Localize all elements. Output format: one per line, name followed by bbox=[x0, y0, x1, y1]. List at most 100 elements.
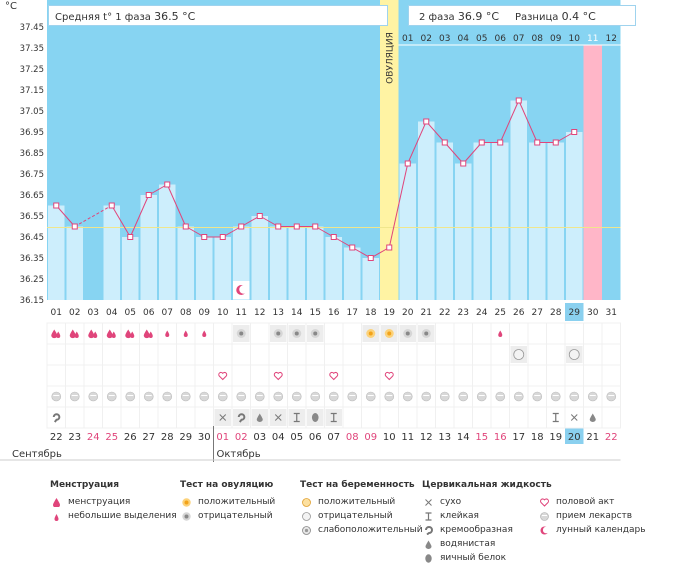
grid-cell bbox=[213, 343, 233, 366]
grid-cell bbox=[601, 322, 621, 345]
egg-white-icon bbox=[425, 554, 432, 563]
legend-pregnancy-test: Тест на беременность положительный отриц… bbox=[300, 480, 423, 537]
pregnancy-negative-icon bbox=[568, 349, 580, 360]
pill-icon bbox=[606, 391, 617, 402]
cycle-day-label: 15 bbox=[310, 308, 321, 318]
pill-icon bbox=[254, 391, 265, 402]
pill-icon bbox=[513, 391, 524, 402]
pill-icon bbox=[273, 391, 284, 402]
dry-icon bbox=[274, 414, 282, 421]
grid-cell bbox=[509, 406, 529, 429]
legend-label: отрицательный bbox=[318, 511, 393, 521]
legend-ovulation-test: Тест на овуляцию положительный отрицател… bbox=[180, 480, 275, 523]
grid-cell bbox=[398, 343, 418, 366]
y-tick-label: 36.65 bbox=[20, 191, 44, 201]
pill-icon bbox=[199, 391, 210, 402]
temperature-point bbox=[478, 139, 485, 146]
legend-other: половой акт прием лекарств лунный календ… bbox=[538, 495, 646, 537]
temperature-point bbox=[571, 129, 578, 135]
phase2-day-label: 08 bbox=[532, 34, 544, 44]
menstruation-drop-icon bbox=[93, 331, 98, 338]
legend-item-sticky: клейкая bbox=[422, 509, 552, 523]
temperature-line bbox=[499, 100, 520, 143]
grid-cell bbox=[157, 406, 177, 429]
pill-icon bbox=[328, 391, 339, 402]
menstruation-drop-icon bbox=[106, 329, 113, 339]
cycle-day-label: 11 bbox=[236, 308, 247, 318]
grid-cell bbox=[324, 343, 344, 366]
grid-cell bbox=[601, 364, 621, 387]
grid-cell bbox=[583, 322, 603, 345]
pill-icon bbox=[421, 391, 432, 402]
grid-cell bbox=[546, 364, 566, 387]
watery-icon bbox=[425, 540, 432, 549]
menstruation-drop-icon bbox=[51, 329, 58, 339]
temperature-point bbox=[552, 139, 559, 146]
y-tick-label: 36.95 bbox=[20, 128, 44, 138]
cycle-day-label: 27 bbox=[532, 308, 543, 318]
grid-cell bbox=[46, 364, 66, 387]
pill-icon bbox=[384, 391, 395, 402]
temperature-point bbox=[219, 234, 226, 240]
temperature-line bbox=[370, 247, 390, 259]
calendar-day-label: 12 bbox=[420, 432, 433, 443]
grid-cell bbox=[472, 364, 492, 387]
temperature-bar bbox=[177, 226, 194, 300]
calendar-day-label: 30 bbox=[198, 432, 211, 443]
grid-cell bbox=[305, 364, 325, 387]
menstruation-drop-icon bbox=[143, 329, 150, 339]
ovulation-positive-icon bbox=[182, 498, 191, 507]
dry-icon bbox=[425, 499, 432, 506]
pill-icon bbox=[51, 391, 62, 402]
cycle-day-label: 04 bbox=[106, 308, 118, 318]
grid-cell bbox=[490, 406, 510, 429]
temperature-line bbox=[315, 226, 334, 238]
legend-label: положительный bbox=[318, 497, 396, 507]
calendar-day-label: 16 bbox=[494, 432, 507, 443]
grid-cell bbox=[490, 343, 510, 366]
grid-cell bbox=[250, 343, 270, 366]
grid-cell bbox=[324, 322, 344, 345]
calendar-day-label: 18 bbox=[531, 432, 544, 443]
grid-cell bbox=[324, 364, 344, 387]
temperature-point bbox=[423, 118, 430, 125]
y-tick-label: 37.15 bbox=[20, 86, 44, 96]
legend-label: водянистая bbox=[440, 539, 496, 549]
legend-item-watery: водянистая bbox=[422, 537, 552, 551]
temperature-line bbox=[333, 236, 353, 248]
test-center-dot bbox=[368, 331, 373, 336]
diff-label: Разница bbox=[514, 12, 559, 23]
y-tick-label: 36.75 bbox=[20, 170, 44, 180]
grid-cell bbox=[176, 406, 196, 429]
grid-cell bbox=[398, 364, 418, 387]
temperature-point bbox=[386, 244, 393, 251]
pill-icon bbox=[125, 391, 136, 402]
temperature-point bbox=[293, 223, 300, 230]
grid-cell bbox=[361, 364, 381, 387]
grid-cell bbox=[398, 406, 418, 429]
highlight-cycle-day bbox=[565, 303, 584, 321]
cycle-day-label: 07 bbox=[162, 308, 173, 318]
legend-label: яичный белок bbox=[440, 553, 507, 563]
temperature-line bbox=[352, 247, 371, 259]
grid-cell bbox=[453, 406, 473, 429]
legend-menstruation: Менструация менструация небольшие выделе… bbox=[50, 480, 177, 523]
sticky-icon bbox=[330, 412, 337, 423]
menstruation-drop-icon bbox=[56, 331, 61, 338]
cycle-day-label: 05 bbox=[125, 308, 136, 318]
grid-cell bbox=[601, 343, 621, 366]
legend-label: отрицательный bbox=[198, 511, 273, 521]
temperature-line bbox=[555, 131, 575, 143]
grid-cell bbox=[305, 343, 325, 366]
creamy-icon bbox=[52, 413, 61, 423]
grid-cell bbox=[379, 343, 399, 366]
phase2-value: 36.9 °C bbox=[457, 10, 500, 23]
temperature-point bbox=[53, 202, 60, 209]
y-tick-label: 36.25 bbox=[20, 275, 44, 285]
grid-cell bbox=[601, 406, 621, 429]
cycle-day-label: 26 bbox=[513, 308, 525, 318]
pill-icon bbox=[106, 391, 117, 402]
dry-icon bbox=[219, 414, 227, 421]
creamy-icon bbox=[425, 526, 433, 535]
grid-cell bbox=[342, 406, 362, 429]
